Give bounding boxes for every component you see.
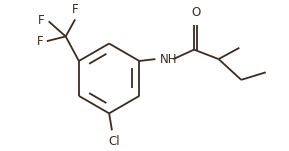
Text: F: F xyxy=(36,35,43,48)
Text: F: F xyxy=(38,14,45,27)
Text: NH: NH xyxy=(160,53,178,66)
Text: O: O xyxy=(191,6,200,19)
Text: Cl: Cl xyxy=(108,135,120,148)
Text: F: F xyxy=(72,3,78,16)
